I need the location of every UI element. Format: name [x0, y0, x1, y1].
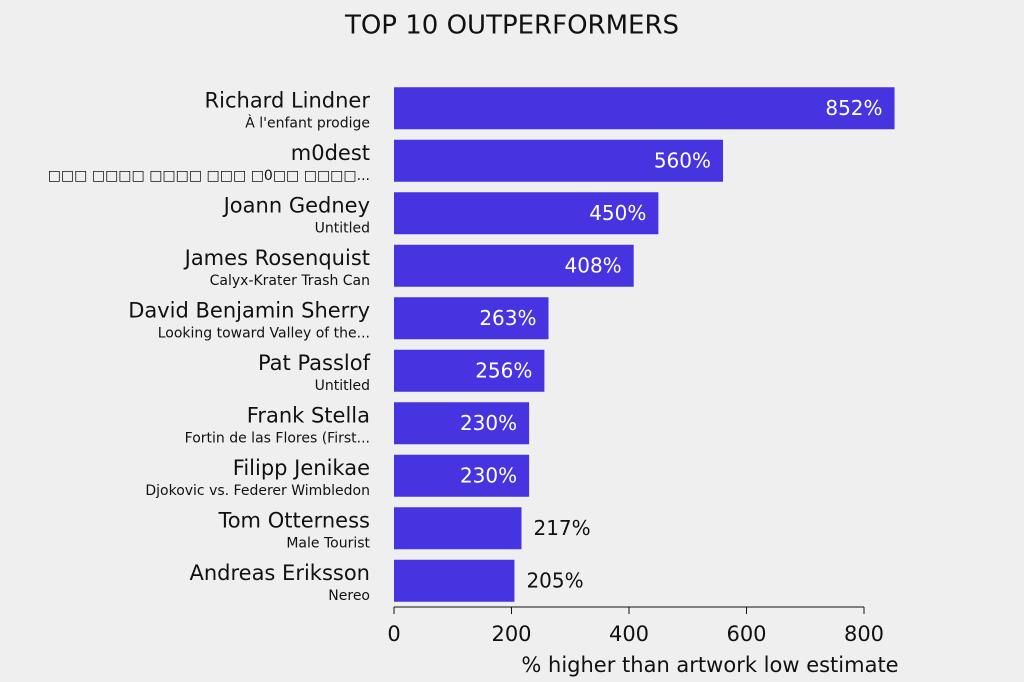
- x-tick-label: 800: [844, 622, 884, 646]
- bar: [394, 139, 723, 182]
- category-label: Joann Gedney: [222, 193, 370, 217]
- category-label: Andreas Eriksson: [189, 561, 370, 585]
- x-tick-label: 400: [609, 622, 649, 646]
- bar: [394, 402, 530, 445]
- value-label: 217%: [533, 516, 590, 540]
- category-label: Tom Otterness: [217, 508, 370, 532]
- category-label: Frank Stella: [247, 403, 370, 427]
- value-label: 230%: [460, 463, 517, 487]
- value-label: 256%: [475, 358, 532, 382]
- x-tick-label: 600: [726, 622, 766, 646]
- category-subtitle: Male Tourist: [286, 535, 370, 551]
- category-label: Richard Lindner: [205, 88, 371, 112]
- bar: [394, 297, 549, 340]
- x-tick-label: 0: [387, 622, 400, 646]
- value-label: 560%: [654, 148, 711, 172]
- bar: [394, 559, 515, 602]
- category-subtitle: Nereo: [328, 588, 370, 604]
- bar: [394, 192, 659, 235]
- value-label: 852%: [825, 96, 882, 120]
- category-subtitle: Untitled: [315, 378, 370, 394]
- value-label: 450%: [589, 201, 646, 225]
- category-subtitle: À l'enfant prodige: [245, 114, 370, 131]
- value-label: 205%: [526, 568, 583, 592]
- bar: [394, 244, 634, 287]
- bar: [394, 507, 522, 550]
- category-label: m0dest: [291, 141, 370, 165]
- category-subtitle: Looking toward Valley of the...: [158, 325, 370, 341]
- bar: [394, 87, 895, 130]
- category-subtitle: Djokovic vs. Federer Wimbledon: [145, 483, 370, 499]
- category-subtitle: Untitled: [315, 220, 370, 236]
- category-subtitle: Fortin de las Flores (First...: [185, 430, 370, 446]
- category-label: Pat Passlof: [258, 351, 371, 375]
- value-label: 263%: [479, 306, 536, 330]
- x-tick-label: 200: [491, 622, 531, 646]
- bar: [394, 349, 545, 392]
- category-subtitle: □□□ □□□□ □□□□ □□□ □0□□ □□□□...: [48, 168, 370, 184]
- value-label: 230%: [460, 411, 517, 435]
- category-label: Filipp Jenikae: [233, 456, 370, 480]
- chart-title: TOP 10 OUTPERFORMERS: [344, 11, 679, 41]
- bar: [394, 454, 530, 497]
- x-axis-label: % higher than artwork low estimate: [521, 653, 898, 677]
- value-label: 408%: [565, 253, 622, 277]
- category-label: David Benjamin Sherry: [128, 298, 370, 322]
- category-label: James Rosenquist: [183, 246, 370, 270]
- category-subtitle: Calyx-Krater Trash Can: [210, 273, 370, 289]
